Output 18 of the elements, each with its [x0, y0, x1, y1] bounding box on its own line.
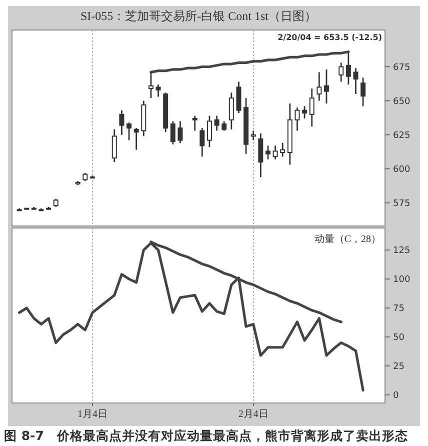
- y-tick-label: 675: [393, 62, 410, 73]
- x-tick-label: 1月4日: [77, 409, 108, 420]
- x-tick-label: 2月4日: [238, 409, 268, 420]
- y-tick-label: 575: [393, 198, 410, 209]
- y-tick-label: 625: [393, 130, 410, 141]
- y-tick-label: 125: [393, 246, 410, 256]
- y-tick-label: 0: [393, 390, 399, 401]
- y-tick-label: 650: [393, 96, 410, 107]
- chart-title: SI-055：芝加哥交易所-白银 Cont 1st（日图）: [80, 9, 317, 23]
- y-tick-label: 50: [393, 332, 405, 343]
- y-tick-label: 75: [393, 304, 404, 314]
- annotation: 2/20/04 = 653.5 (-12.5): [278, 33, 382, 42]
- y-tick-label: 25: [393, 362, 404, 372]
- line-series: [150, 50, 350, 74]
- y-tick-label: 600: [393, 164, 410, 175]
- y-tick-label: 100: [393, 274, 410, 285]
- caption: 图 8-7 价格最高点并没有对应动量最高点，熊市背离形成了卖出形态: [4, 428, 408, 443]
- text: 动量（C，28）: [314, 234, 381, 245]
